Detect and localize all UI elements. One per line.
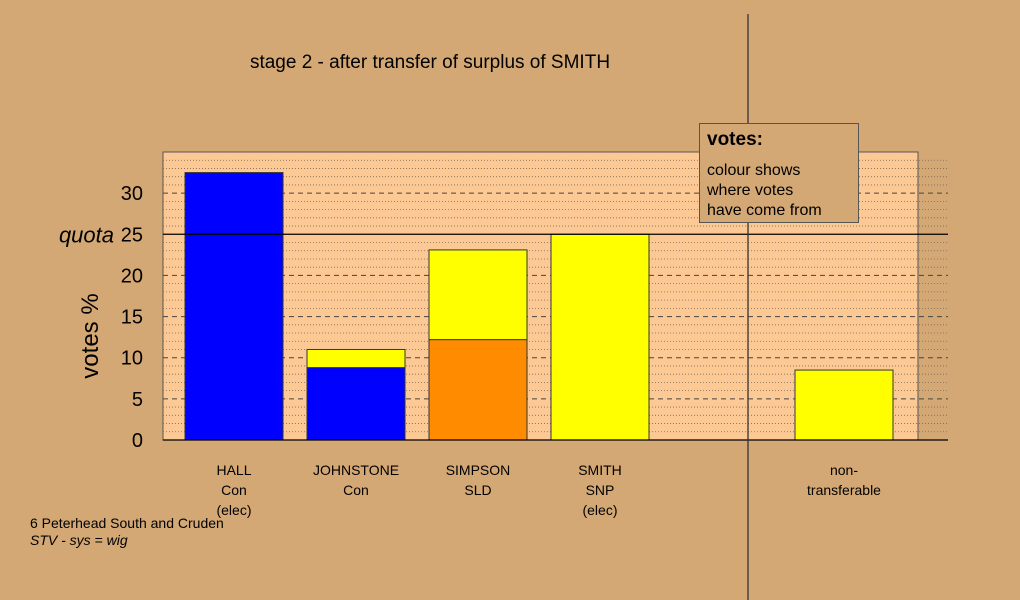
y-tick-label: 20 (121, 265, 143, 287)
y-tick-label: 25 (121, 224, 143, 246)
bar-segment (306, 367, 406, 441)
category-label: non-transferable (807, 462, 881, 498)
y-tick-label: 15 (121, 307, 143, 329)
quota-label: quota (59, 222, 114, 247)
category-label: SIMPSON SLD (446, 462, 511, 498)
category-label: JOHNSTONE Con (313, 462, 399, 498)
bar-segment (306, 348, 406, 369)
bar-segment (428, 339, 528, 441)
legend-line: where votes (707, 182, 794, 199)
legend: votes: colour shows where votes have com… (699, 123, 859, 223)
y-axis-label: votes % (77, 293, 104, 378)
y-tick-label: 10 (121, 348, 143, 370)
y-tick-label: 30 (121, 183, 143, 205)
bar-segment (550, 233, 650, 441)
legend-line: have come from (707, 202, 822, 219)
legend-heading: votes: (707, 129, 763, 150)
constituency-label: 6 Peterhead South and Cruden (30, 515, 224, 531)
y-tick-label: 5 (132, 389, 143, 411)
chart-title: stage 2 - after transfer of surplus of S… (249, 52, 611, 73)
bar-segment (184, 172, 284, 441)
category-label: SMITH SNP (elec) (578, 462, 622, 518)
legend-line: colour shows (707, 162, 801, 179)
category-label: HALL Con (elec) (216, 462, 251, 518)
system-label: STV - sys = wig (30, 532, 128, 548)
footer: 6 Peterhead South and Cruden STV - sys =… (30, 515, 224, 549)
bar-segment (428, 249, 528, 341)
y-tick-label: 0 (132, 430, 143, 452)
bar-segment (794, 369, 894, 441)
